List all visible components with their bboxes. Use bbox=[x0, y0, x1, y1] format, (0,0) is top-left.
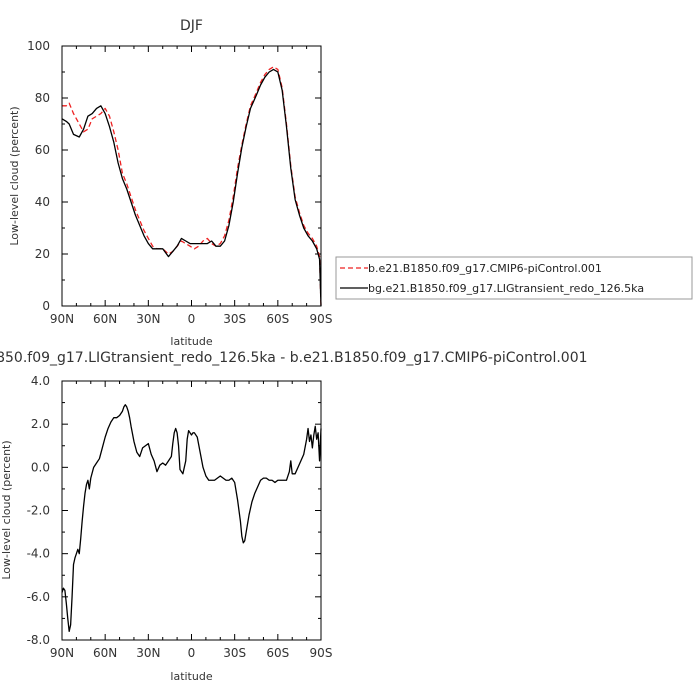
top-x-tick-label: 90S bbox=[310, 312, 333, 326]
top-x-tick-label: 90N bbox=[50, 312, 74, 326]
bottom-series-line-0 bbox=[61, 404, 322, 633]
bottom-y-tick-label: -8.0 bbox=[27, 633, 50, 647]
top-x-tick-label: 30S bbox=[223, 312, 246, 326]
top-plot-frame bbox=[61, 45, 322, 307]
top-panel: DJF latitude Low-level cloud (percent) 9… bbox=[8, 18, 332, 348]
bottom-x-tick-label: 0 bbox=[188, 646, 196, 660]
top-y-tick-label: 0 bbox=[42, 299, 50, 313]
top-chart-title: DJF bbox=[180, 18, 203, 34]
legend-label-piControl: b.e21.B1850.f09_g17.CMIP6-piControl.001 bbox=[368, 262, 602, 275]
bottom-y-tick-label: -6.0 bbox=[27, 590, 50, 604]
bottom-chart-title: bg.e21.B1850.f09_g17.LIGtransient_redo_1… bbox=[0, 350, 588, 366]
bottom-y-axis-label: Low-level cloud (percent) bbox=[0, 440, 13, 579]
bottom-axis-ticks: 90N 60N 30N 0 30S 60S 90S -8.0 -6.0 -4.0 -2.0 0.0 2.… bbox=[27, 374, 333, 660]
bottom-plot-frame bbox=[61, 380, 322, 641]
top-x-tick-label: 60S bbox=[266, 312, 289, 326]
top-x-tick-label: 60N bbox=[93, 312, 117, 326]
top-x-axis-label: latitude bbox=[170, 335, 212, 348]
top-series-line-1 bbox=[61, 68, 322, 307]
top-y-axis-label: Low-level cloud (percent) bbox=[8, 106, 21, 245]
bottom-x-tick-label: 90S bbox=[310, 646, 333, 660]
top-series-line-0 bbox=[62, 66, 322, 307]
top-series-lines bbox=[61, 66, 322, 307]
bottom-y-tick-label: 2.0 bbox=[31, 417, 50, 431]
bottom-series-lines bbox=[61, 404, 322, 633]
bottom-x-tick-label: 30S bbox=[223, 646, 246, 660]
top-axis-ticks: 90N 60N 30N 0 30S 60S 90S 0 20 40 60 80 100 bbox=[27, 39, 332, 326]
legend-label-LIGtransient: bg.e21.B1850.f09_g17.LIGtransient_redo_1… bbox=[368, 282, 644, 295]
top-y-tick-label: 80 bbox=[35, 91, 50, 105]
bottom-y-tick-label: -2.0 bbox=[27, 504, 50, 518]
legend: b.e21.B1850.f09_g17.CMIP6-piControl.001 … bbox=[335, 256, 693, 300]
top-x-tick-label: 30N bbox=[136, 312, 160, 326]
bottom-panel: bg.e21.B1850.f09_g17.LIGtransient_redo_1… bbox=[0, 350, 588, 683]
bottom-x-tick-label: 90N bbox=[50, 646, 74, 660]
legend-box bbox=[335, 256, 693, 300]
top-y-tick-label: 60 bbox=[35, 143, 50, 157]
bottom-y-tick-label: 4.0 bbox=[31, 374, 50, 388]
top-y-tick-label: 20 bbox=[35, 247, 50, 261]
top-y-tick-label: 40 bbox=[35, 195, 50, 209]
bottom-x-tick-label: 30N bbox=[136, 646, 160, 660]
bottom-y-tick-label: -4.0 bbox=[27, 547, 50, 561]
top-y-tick-label: 100 bbox=[27, 39, 50, 53]
bottom-x-tick-label: 60S bbox=[266, 646, 289, 660]
bottom-y-tick-label: 0.0 bbox=[31, 460, 50, 474]
bottom-x-axis-label: latitude bbox=[170, 670, 212, 683]
top-x-tick-label: 0 bbox=[188, 312, 196, 326]
bottom-x-tick-label: 60N bbox=[93, 646, 117, 660]
